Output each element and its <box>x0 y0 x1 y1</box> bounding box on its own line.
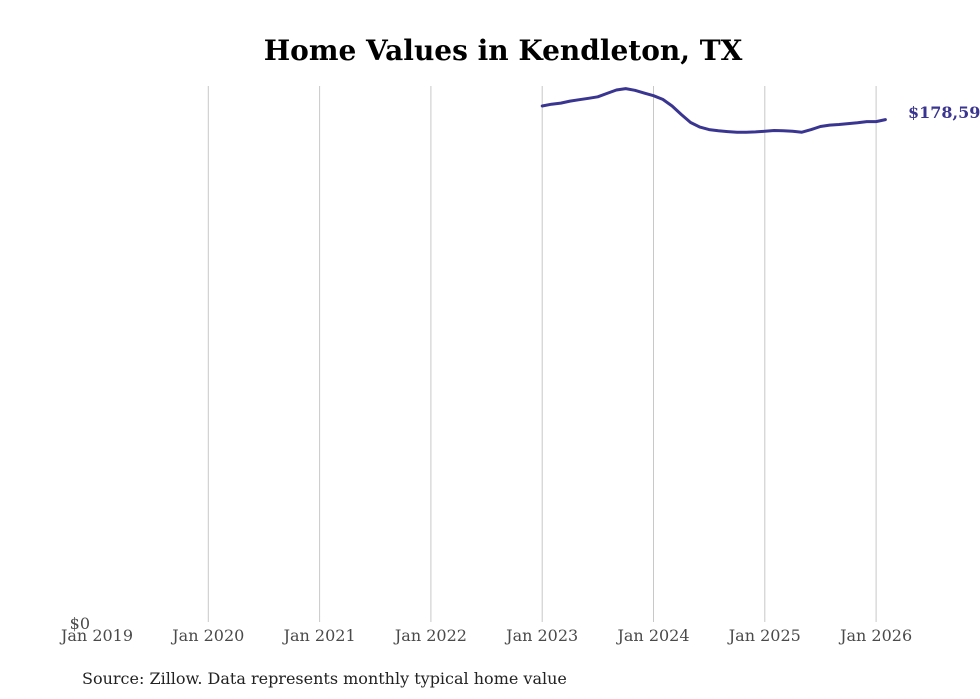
x-tick-label: Jan 2023 <box>504 626 578 645</box>
x-axis: Jan 2019 Jan 2020 Jan 2021 Jan 2022 Jan 2023… <box>59 626 912 645</box>
x-tick-label: Jan 2024 <box>615 626 689 645</box>
source-note: Source: Zillow. Data represents monthly … <box>82 669 567 688</box>
x-tick-label: Jan 2019 <box>59 626 133 645</box>
end-value-label: $178,59 <box>908 103 980 122</box>
x-tick-label: Jan 2025 <box>727 626 801 645</box>
x-tick-label: Jan 2021 <box>282 626 356 645</box>
series-line <box>540 87 887 134</box>
grid-lines <box>207 86 877 622</box>
chart-title: Home Values in Kendleton, TX <box>264 34 743 67</box>
x-tick-label: Jan 2026 <box>838 626 912 645</box>
y-tick-label: $0 <box>70 614 90 633</box>
x-tick-label: Jan 2022 <box>393 626 467 645</box>
x-tick-label: Jan 2020 <box>170 626 244 645</box>
